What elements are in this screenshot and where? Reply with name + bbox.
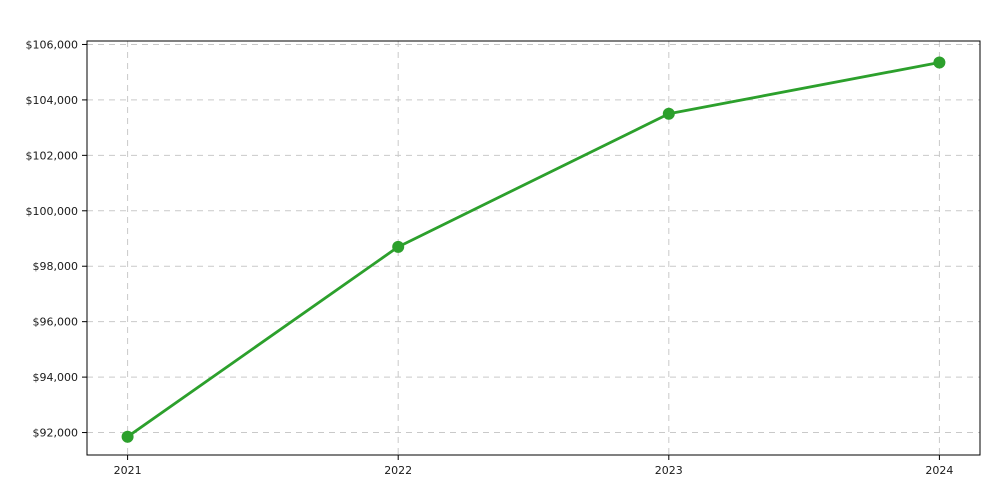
plot-border (86, 40, 981, 456)
x-tick-label: 2021 (114, 464, 142, 477)
trend-line (126, 61, 941, 439)
y-tick-label: $100,000 (26, 205, 79, 218)
x-tick-label: 2024 (925, 464, 953, 477)
data-point-2024 (933, 56, 946, 69)
data-point-2021 (121, 430, 134, 443)
y-tick-label: $94,000 (33, 371, 79, 384)
data-point-2023 (662, 107, 675, 120)
y-tick-label: $96,000 (33, 316, 79, 329)
data-point-2022 (392, 240, 405, 253)
y-tick-label: $98,000 (33, 260, 79, 273)
y-tick-label: $104,000 (26, 94, 79, 107)
y-tick-label: $92,000 (33, 427, 79, 440)
y-tick-label: $102,000 (26, 149, 79, 162)
x-tick-label: 2023 (655, 464, 683, 477)
x-tick-label: 2022 (384, 464, 412, 477)
y-tick-label: $106,000 (26, 38, 79, 51)
